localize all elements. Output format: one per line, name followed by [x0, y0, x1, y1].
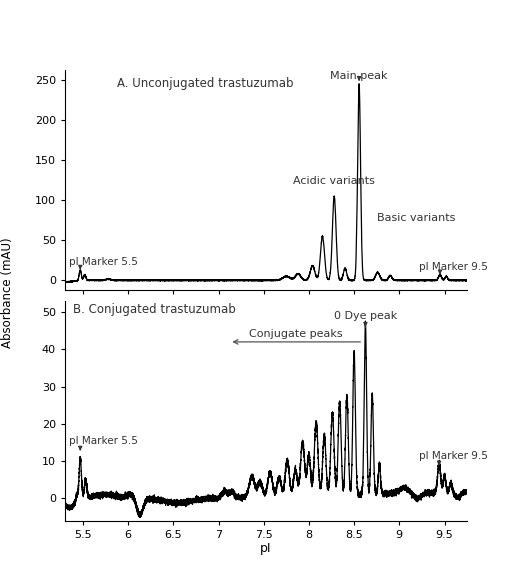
Text: Acidic variants: Acidic variants [293, 176, 375, 185]
Text: pI Marker 5.5: pI Marker 5.5 [70, 257, 138, 267]
Text: pI Marker 9.5: pI Marker 9.5 [419, 262, 488, 272]
X-axis label: pI: pI [260, 542, 272, 555]
Text: Main peak: Main peak [330, 71, 388, 81]
Text: 0 Dye peak: 0 Dye peak [334, 311, 397, 327]
Text: Conjugate peaks: Conjugate peaks [249, 329, 342, 339]
Text: A. Unconjugated trastuzumab: A. Unconjugated trastuzumab [117, 77, 294, 90]
Text: pI Marker 9.5: pI Marker 9.5 [419, 451, 488, 461]
Text: pI Marker 5.5: pI Marker 5.5 [70, 436, 138, 446]
Text: B. Conjugated trastuzumab: B. Conjugated trastuzumab [73, 303, 236, 316]
Text: Absorbance (mAU): Absorbance (mAU) [1, 237, 15, 348]
Text: Basic variants: Basic variants [377, 212, 455, 222]
